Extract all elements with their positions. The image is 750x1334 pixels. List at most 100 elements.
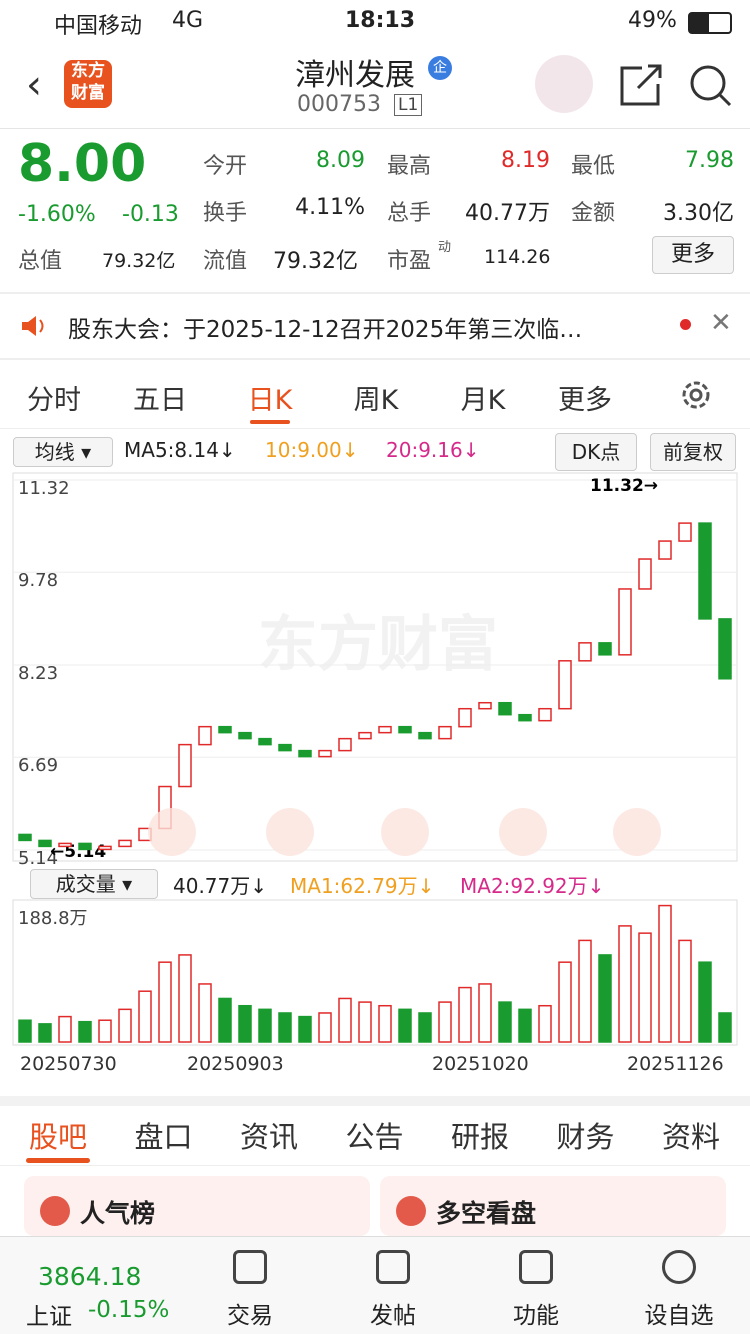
volume-bar <box>38 1023 52 1043</box>
chart-tool[interactable] <box>381 808 429 856</box>
field-label: 换手 <box>203 201 248 226</box>
sub-tab[interactable]: 公告 <box>345 1120 404 1154</box>
footer-item[interactable]: 交易 <box>227 1303 273 1329</box>
card[interactable]: 多空看盘 <box>380 1176 726 1236</box>
volume-top: 188.8万 <box>18 908 88 929</box>
x-tick-label: 20250903 <box>187 1053 284 1075</box>
volume-bar <box>398 1008 412 1043</box>
tab[interactable]: 月K <box>460 385 506 416</box>
volume-bar <box>538 1004 552 1043</box>
tab[interactable]: 周K <box>353 385 399 416</box>
level[interactable]: L1 <box>394 94 423 116</box>
notice[interactable]: 股东大会：于2025-12-12召开2025年第三次临… <box>68 317 583 343</box>
more-button[interactable]: 更多 <box>652 236 734 274</box>
volume-bar <box>318 1012 332 1043</box>
volume-bar <box>598 954 612 1043</box>
x-tick-label: 20251126 <box>627 1053 724 1075</box>
index-change: -0.15% <box>88 1297 170 1323</box>
dk-button[interactable]: DK点 <box>555 433 637 471</box>
sub-tab[interactable]: 股吧 <box>28 1120 87 1154</box>
y-tick-label: 11.32 <box>18 478 70 499</box>
y-tick-label: 5.14 <box>18 848 58 869</box>
volume-bar <box>618 925 632 1043</box>
price: 8.00 <box>18 134 147 194</box>
tab[interactable]: 更多 <box>558 385 612 416</box>
tab[interactable]: 分时 <box>27 385 81 416</box>
divider <box>0 358 750 360</box>
pe-sup: 动 <box>438 240 452 255</box>
sub-tab[interactable]: 盘口 <box>134 1120 193 1154</box>
card[interactable]: 人气榜 <box>24 1176 370 1236</box>
settings-icon[interactable] <box>678 377 714 413</box>
tab[interactable]: 五日 <box>133 385 187 416</box>
candle <box>418 731 432 740</box>
volume-bar <box>18 1019 32 1043</box>
candle <box>718 618 732 680</box>
candle <box>178 743 192 788</box>
card-title: 多空看盘 <box>436 1199 537 1228</box>
logo[interactable]: 东方 财富 <box>64 60 112 108</box>
battery-icon <box>688 12 732 34</box>
header-icons[interactable] <box>618 62 738 108</box>
volume-bar <box>478 983 492 1043</box>
candle <box>118 839 132 848</box>
total-value: 79.32亿 <box>102 250 176 272</box>
index-value: 3864.18 <box>38 1262 142 1291</box>
adjust-button[interactable]: 前复权 <box>650 433 736 471</box>
candle <box>638 558 652 590</box>
candle <box>498 701 512 716</box>
footer-item[interactable]: 功能 <box>513 1303 559 1329</box>
volume-bar <box>338 997 352 1043</box>
ma-selector[interactable]: 均线 ▾ <box>13 437 113 467</box>
chart-tool[interactable] <box>499 808 547 856</box>
candle <box>558 660 572 710</box>
footer-item[interactable]: 设自选 <box>644 1303 714 1329</box>
tab[interactable]: 日K <box>247 385 293 416</box>
volume-bar <box>78 1020 92 1043</box>
candle <box>38 839 52 848</box>
change: -0.13 <box>122 202 179 227</box>
candle <box>678 522 692 542</box>
sub-tab[interactable]: 资料 <box>661 1120 720 1154</box>
sub-tab[interactable]: 研报 <box>450 1120 509 1154</box>
footer-icon[interactable] <box>233 1250 267 1284</box>
volume-bar <box>198 983 212 1043</box>
sub-tab[interactable]: 资讯 <box>239 1120 298 1154</box>
volume-selector[interactable]: 成交量 ▾ <box>30 869 158 899</box>
field-value: 8.09 <box>316 148 365 173</box>
close[interactable]: ✕ <box>710 308 732 338</box>
avatar[interactable] <box>535 55 593 113</box>
divider <box>0 428 750 429</box>
field-label: 今开 <box>203 154 248 179</box>
candle <box>278 743 292 752</box>
field-label: 最低 <box>571 154 616 179</box>
card-title: 人气榜 <box>80 1199 156 1228</box>
footer-icon[interactable] <box>519 1250 553 1284</box>
candle <box>598 642 612 656</box>
candle <box>18 833 32 842</box>
back[interactable]: ‹ <box>26 62 42 108</box>
candle <box>298 749 312 758</box>
index-name: 上证 <box>26 1304 72 1330</box>
badge: 企 <box>428 56 452 80</box>
chart-tool[interactable] <box>613 808 661 856</box>
volume-bar <box>638 932 652 1043</box>
footer-item[interactable]: 发帖 <box>370 1303 416 1329</box>
volume-bar <box>258 1008 272 1043</box>
chart-tool[interactable] <box>148 808 196 856</box>
candle <box>318 749 332 758</box>
volume-bar <box>118 1008 132 1043</box>
volume-bar <box>658 904 672 1043</box>
volume-selector-text: 成交量 <box>55 872 116 896</box>
footer-icon[interactable] <box>662 1250 696 1284</box>
sub-tab[interactable]: 财务 <box>556 1120 615 1154</box>
volume-bar <box>558 961 572 1043</box>
footer-icon[interactable] <box>376 1250 410 1284</box>
volume-bar <box>178 954 192 1043</box>
volume-bar <box>298 1015 312 1043</box>
volume-bar <box>718 1012 732 1043</box>
volume-bar <box>458 986 472 1043</box>
chart-tool[interactable] <box>266 808 314 856</box>
battery: 49% <box>628 8 677 33</box>
candle <box>218 725 232 734</box>
